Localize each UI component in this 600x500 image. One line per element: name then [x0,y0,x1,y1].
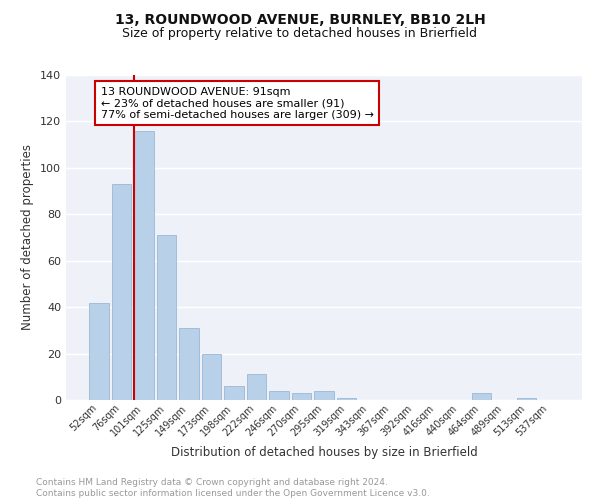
Text: 13 ROUNDWOOD AVENUE: 91sqm
← 23% of detached houses are smaller (91)
77% of semi: 13 ROUNDWOOD AVENUE: 91sqm ← 23% of deta… [101,86,374,120]
Bar [269,390,289,400]
Bar [292,393,311,400]
Bar [112,184,131,400]
X-axis label: Distribution of detached houses by size in Brierfield: Distribution of detached houses by size … [170,446,478,459]
Bar [472,393,491,400]
Bar [337,398,356,400]
Bar [179,328,199,400]
Bar [157,235,176,400]
Bar [247,374,266,400]
Bar [202,354,221,400]
Y-axis label: Number of detached properties: Number of detached properties [22,144,34,330]
Bar [224,386,244,400]
Bar [314,390,334,400]
Text: Size of property relative to detached houses in Brierfield: Size of property relative to detached ho… [122,28,478,40]
Bar [134,130,154,400]
Bar [89,302,109,400]
Text: Contains HM Land Registry data © Crown copyright and database right 2024.
Contai: Contains HM Land Registry data © Crown c… [36,478,430,498]
Bar [517,398,536,400]
Text: 13, ROUNDWOOD AVENUE, BURNLEY, BB10 2LH: 13, ROUNDWOOD AVENUE, BURNLEY, BB10 2LH [115,12,485,26]
